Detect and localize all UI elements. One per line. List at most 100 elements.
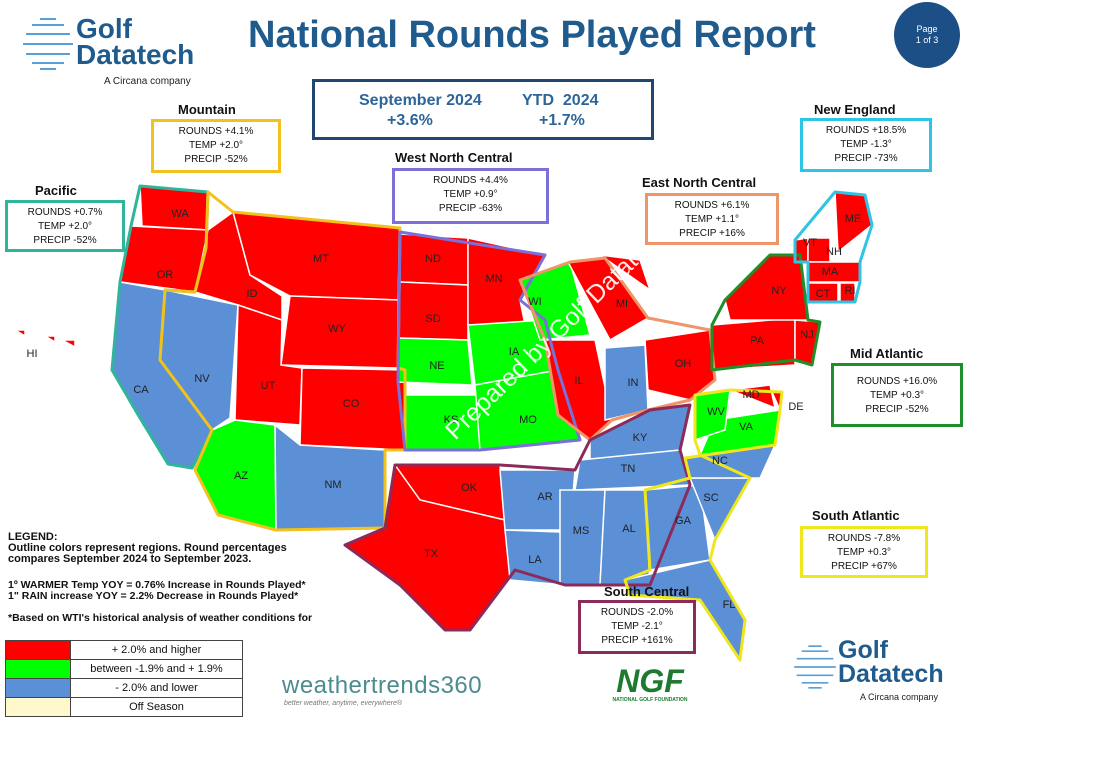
month-value: +3.6%: [387, 112, 433, 129]
legend-rule-temp: 1º WARMER Temp YOY = 0.76% Increase in R…: [8, 579, 306, 591]
wnc-precip: PRECIP -63%: [438, 203, 503, 214]
state-label-nh: NH: [826, 246, 842, 258]
region-outline-east-north-central: [518, 256, 717, 442]
page-badge-label: Page: [916, 24, 938, 34]
state-label-nm: NM: [324, 479, 341, 491]
state-label-ca: CA: [133, 384, 149, 396]
region-title-new-england: New England: [814, 102, 896, 117]
state-label-ct: CT: [816, 288, 831, 300]
region-title-east-north-central: East North Central: [642, 175, 757, 190]
state-label-me: ME: [845, 213, 862, 225]
state-label-or: OR: [157, 269, 174, 281]
region-box-south-atlantic: ROUNDS -7.8% TEMP +0.3° PRECIP +67%: [800, 526, 928, 578]
legend-swatch-up: [5, 640, 71, 660]
state-label-ne: NE: [429, 360, 444, 372]
ytd-value: +1.7%: [539, 112, 585, 129]
region-box-new-england: ROUNDS +18.5% TEMP -1.3° PRECIP -73%: [800, 118, 932, 172]
state-label-ut: UT: [261, 380, 276, 392]
weathertrends-wordmark: weathertrends360: [282, 672, 483, 699]
legend-label-down: - 2.0% and lower: [70, 678, 243, 698]
pacific-rounds: ROUNDS +0.7%: [27, 207, 103, 218]
region-outline-west-north-central: [396, 230, 582, 452]
golf-datatech-logo-bottom: Golf Datatech A Circana company: [790, 636, 950, 706]
golf-datatech-logo-top: Golf Datatech A Circana company: [18, 14, 198, 94]
state-label-ga: GA: [675, 515, 692, 527]
state-label-nj: NJ: [800, 329, 813, 341]
state-label-il: IL: [574, 375, 583, 387]
month-label: September 2024: [359, 92, 482, 109]
state-label-mi: MI: [616, 298, 628, 310]
legend-label-up: + 2.0% and higher: [70, 640, 243, 660]
legend-footnote: *Based on WTI's historical analysis of w…: [8, 612, 313, 624]
page-badge-number: 1 of 3: [915, 35, 939, 45]
ytd-label: YTD 2024: [522, 92, 599, 109]
page-badge: Page 1 of 3: [894, 2, 960, 68]
logo-word-datatech-bottom: Datatech: [838, 660, 944, 688]
weathertrends-tagline: better weather, anytime, everywhere®: [284, 700, 402, 707]
state-label-ia: IA: [509, 346, 520, 358]
state-label-ok: OK: [461, 482, 478, 494]
wnc-temp: TEMP +0.9°: [443, 189, 498, 200]
ne-temp: TEMP -1.3°: [840, 139, 892, 150]
ma-precip: PRECIP -52%: [865, 404, 929, 415]
state-al: [599, 489, 651, 586]
globe-icon: [794, 645, 836, 689]
state-label-ri: RI: [845, 285, 856, 297]
state-label-nv: NV: [194, 373, 210, 385]
ngf-subtitle: NATIONAL GOLF FOUNDATION: [612, 697, 688, 703]
region-outline-mid-atlantic: [710, 253, 822, 372]
legend-swatch-flat: [5, 659, 71, 679]
state-label-sd: SD: [425, 313, 440, 325]
region-title-west-north-central: West North Central: [395, 150, 513, 165]
globe-icon: [23, 18, 73, 70]
legend-block: LEGEND: Outline colors represent regions…: [8, 532, 328, 565]
state-label-id: ID: [247, 288, 258, 300]
sc-precip: PRECIP +161%: [601, 635, 673, 646]
region-box-pacific: ROUNDS +0.7% TEMP +2.0° PRECIP -52%: [5, 200, 125, 252]
state-label-tn: TN: [621, 463, 636, 475]
enc-precip: PRECIP +16%: [679, 228, 745, 239]
wnc-rounds: ROUNDS +4.4%: [433, 175, 508, 186]
logo-word-golf: Golf: [76, 13, 132, 44]
state-label-ma: MA: [822, 266, 839, 278]
state-label-md: MD: [742, 389, 759, 401]
legend-note-2: compares September 2024 to September 202…: [8, 553, 252, 565]
state-label-az: AZ: [234, 470, 248, 482]
ma-temp: TEMP +0.3°: [869, 390, 925, 401]
region-box-west-north-central: ROUNDS +4.4% TEMP +0.9° PRECIP -63%: [392, 168, 549, 224]
ngf-wordmark: NGF: [616, 663, 684, 699]
state-in: [604, 344, 649, 421]
region-outline-south-atlantic: [623, 388, 784, 662]
page-title: National Rounds Played Report: [248, 14, 816, 56]
state-label-hi: HI: [27, 348, 38, 360]
pacific-precip: PRECIP -52%: [33, 235, 97, 246]
region-title-mountain: Mountain: [178, 102, 236, 117]
mountain-rounds: ROUNDS +4.1%: [178, 126, 254, 137]
state-label-ky: KY: [633, 432, 648, 444]
sa-precip: PRECIP +67%: [831, 561, 897, 572]
state-label-mt: MT: [313, 253, 329, 265]
legend-note-1: Outline colors represent regions. Round …: [8, 542, 287, 554]
state-label-tx: TX: [424, 548, 439, 560]
state-hi: [12, 329, 76, 349]
legend-label-flat: between -1.9% and + 1.9%: [70, 659, 243, 679]
pacific-temp: TEMP +2.0°: [37, 221, 93, 232]
legend-label-off: Off Season: [70, 697, 243, 717]
region-outline-south-central: [343, 403, 692, 632]
mountain-temp: TEMP +2.0°: [188, 140, 244, 151]
state-label-wv: WV: [707, 406, 725, 418]
region-title-mid-atlantic: Mid Atlantic: [850, 346, 924, 361]
state-label-ks: KS: [444, 414, 459, 426]
ngf-logo: NGF NATIONAL GOLF FOUNDATION: [600, 665, 700, 703]
ma-rounds: ROUNDS +16.0%: [856, 376, 938, 387]
logo-tagline-bottom: A Circana company: [860, 692, 939, 702]
state-label-wy: WY: [328, 323, 346, 335]
weathertrends-logo: weathertrends360 better weather, anytime…: [282, 672, 482, 707]
region-box-mid-atlantic: ROUNDS +16.0% TEMP +0.3° PRECIP -52%: [831, 363, 963, 427]
region-box-south-central: ROUNDS -2.0% TEMP -2.1° PRECIP +161%: [578, 600, 696, 654]
region-title-south-atlantic: South Atlantic: [812, 508, 900, 523]
logo-word-datatech: Datatech: [76, 39, 195, 70]
state-label-de: DE: [788, 401, 803, 413]
legend-swatch-off: [5, 697, 71, 717]
logo-word-golf-bottom: Golf: [838, 636, 888, 664]
